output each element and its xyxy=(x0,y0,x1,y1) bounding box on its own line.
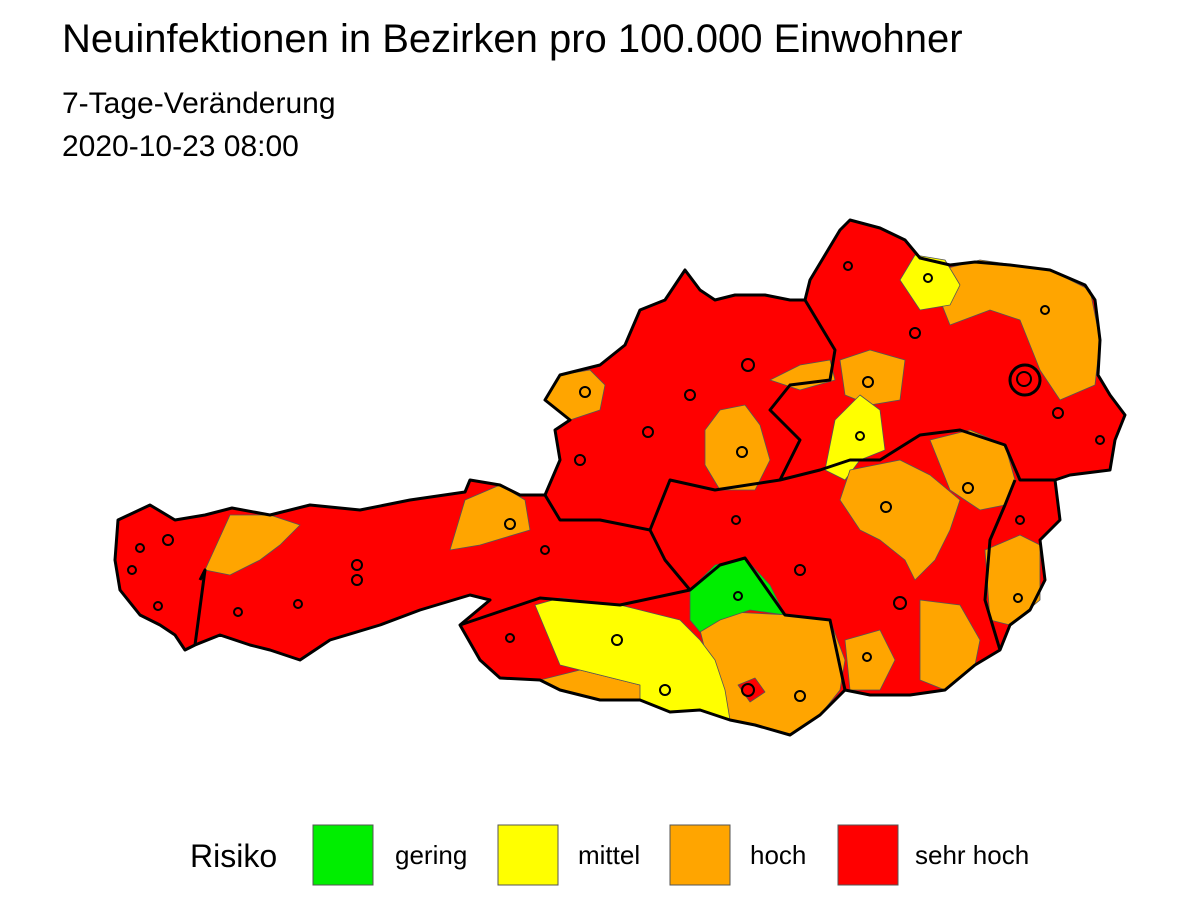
legend-label: sehr hoch xyxy=(915,840,1029,870)
town xyxy=(794,564,806,576)
town xyxy=(1052,407,1064,419)
town xyxy=(733,591,743,601)
legend-swatch xyxy=(837,824,899,886)
town xyxy=(540,545,550,555)
town xyxy=(862,376,874,388)
town xyxy=(855,431,865,441)
region xyxy=(204,514,301,576)
region xyxy=(704,404,771,491)
town xyxy=(893,596,907,610)
town xyxy=(736,446,748,458)
town xyxy=(684,389,696,401)
town xyxy=(923,273,933,283)
town xyxy=(351,574,363,586)
legend-swatch xyxy=(497,824,559,886)
town xyxy=(1040,305,1050,315)
town xyxy=(611,634,623,646)
legend-label: hoch xyxy=(750,840,806,870)
date: 2020-10-23 08:00 xyxy=(62,130,299,163)
state-border xyxy=(543,494,692,591)
vienna-border xyxy=(1008,363,1042,397)
legend-title: Risiko xyxy=(190,838,277,874)
state-border xyxy=(193,568,207,646)
town xyxy=(135,543,145,553)
town xyxy=(127,565,137,575)
towns xyxy=(127,261,1105,702)
town xyxy=(153,601,163,611)
title: Neuinfektionen in Bezirken pro 100.000 E… xyxy=(62,17,963,61)
state-border xyxy=(983,479,1017,651)
map xyxy=(113,218,1127,737)
legend-label: mittel xyxy=(578,840,640,870)
town xyxy=(1013,593,1023,603)
town xyxy=(843,261,853,271)
town xyxy=(579,386,591,398)
town xyxy=(962,482,974,494)
town xyxy=(1015,515,1025,525)
town xyxy=(1016,371,1032,387)
town xyxy=(909,327,921,339)
town xyxy=(731,515,741,525)
town xyxy=(162,534,174,546)
town xyxy=(862,652,872,662)
town xyxy=(1095,435,1105,445)
town xyxy=(574,454,586,466)
town xyxy=(794,690,806,702)
town xyxy=(741,358,755,372)
country-border xyxy=(113,218,1127,737)
state-border xyxy=(648,428,1055,531)
town xyxy=(741,683,755,697)
legend-swatch xyxy=(312,824,374,886)
legend: Risiko gering mittel hoch sehr hoch xyxy=(190,824,1029,886)
state-border xyxy=(768,299,837,481)
town xyxy=(293,599,303,609)
town xyxy=(880,501,892,513)
town xyxy=(351,559,363,571)
town xyxy=(642,426,654,438)
town xyxy=(504,518,516,530)
region xyxy=(839,349,906,406)
region xyxy=(449,484,531,551)
town xyxy=(505,633,515,643)
state-border xyxy=(459,556,847,691)
legend-label: gering xyxy=(395,840,467,870)
region xyxy=(984,534,1041,626)
region xyxy=(839,459,961,581)
legend-swatch xyxy=(669,824,731,886)
town xyxy=(659,684,671,696)
town xyxy=(233,607,243,617)
subtitle: 7-Tage-Veränderung xyxy=(62,87,336,120)
